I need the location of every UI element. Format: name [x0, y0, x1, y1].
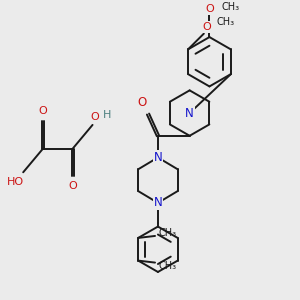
Text: O: O	[202, 22, 211, 32]
Text: HO: HO	[7, 177, 24, 187]
Text: CH₃: CH₃	[158, 260, 176, 271]
Text: N: N	[154, 151, 162, 164]
Text: O: O	[68, 181, 77, 191]
Text: N: N	[154, 196, 162, 209]
Text: N: N	[185, 106, 194, 120]
Text: O: O	[137, 96, 147, 109]
Text: O: O	[90, 112, 99, 122]
Text: O: O	[39, 106, 47, 116]
Text: O: O	[205, 4, 214, 14]
Text: H: H	[102, 110, 111, 120]
Text: CH₃: CH₃	[217, 17, 235, 27]
Text: CH₃: CH₃	[221, 2, 239, 13]
Text: CH₃: CH₃	[158, 228, 176, 238]
